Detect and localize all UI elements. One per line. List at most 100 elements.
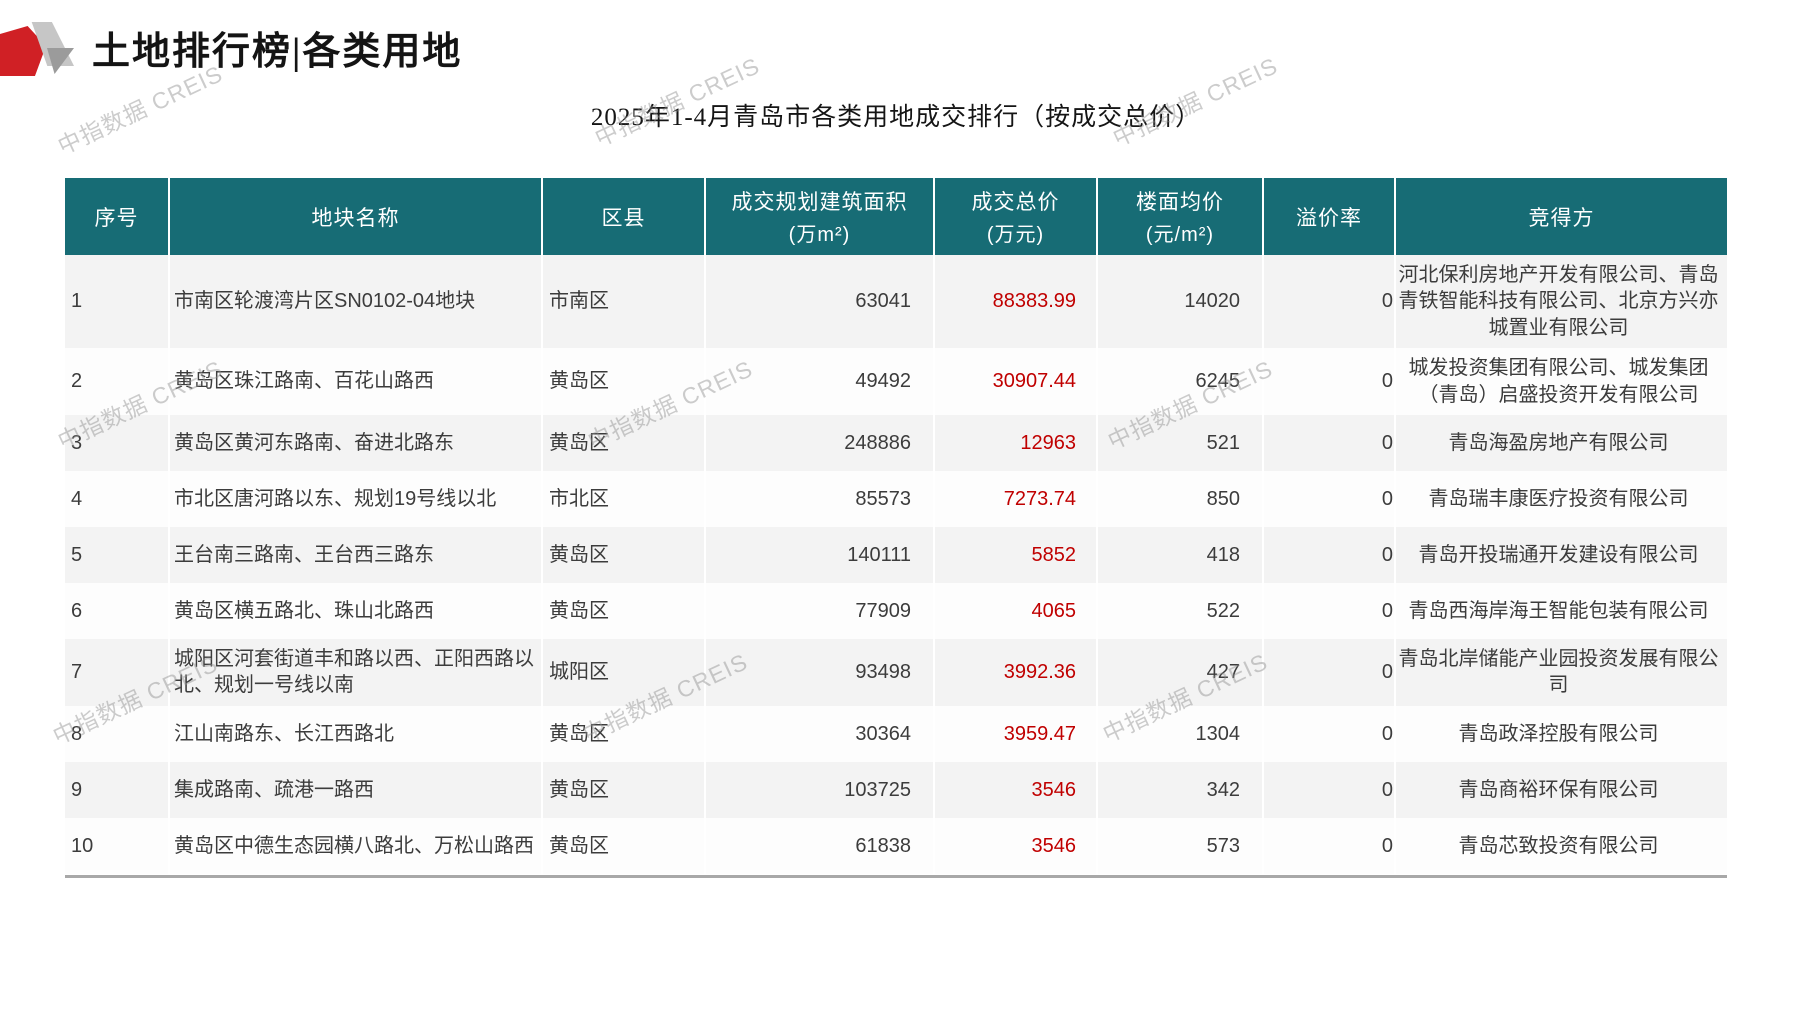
cell-winner: 河北保利房地产开发有限公司、青岛青铁智能科技有限公司、北京方兴亦城置业有限公司 [1398, 264, 1719, 339]
cell-winner: 青岛开投瑞通开发建设有限公司 [1418, 543, 1699, 566]
table-row: 8 江山南路东、长江西路北 黄岛区 30364 3959.47 1304 0 青岛政泽控股有限… [65, 705, 1727, 762]
cell-floor_price: 418 [1097, 526, 1264, 583]
cell-floor_price: 342 [1097, 761, 1264, 818]
cell-area: 248886 [705, 414, 935, 471]
ranking-table-wrap: 序号 地块名称 区县 成交规划建筑面积 (万m²) 成交总价 (万元) 楼面均价 (元/m²) 溢… [65, 178, 1727, 878]
cell-premium: 0 [1263, 348, 1396, 415]
cell-rank: 3 [65, 414, 170, 471]
cell-floor_price: 427 [1097, 638, 1264, 706]
cell-winner: 青岛西海岸海王智能包装有限公司 [1408, 599, 1709, 622]
column-header-district: 区县 [542, 178, 706, 255]
cell-area: 103725 [705, 761, 935, 818]
cell-rank: 10 [65, 817, 170, 874]
cell-district: 黄岛区 [542, 761, 706, 818]
table-row: 9 集成路南、疏港一路西 黄岛区 103725 3546 342 0 青岛商裕环保有限公司 [65, 761, 1727, 818]
cell-floor_price: 573 [1097, 817, 1264, 874]
cell-district: 黄岛区 [542, 817, 706, 874]
cell-area: 49492 [705, 348, 935, 415]
cell-district: 市北区 [542, 470, 706, 527]
cell-premium: 0 [1263, 414, 1396, 471]
cell-area: 85573 [705, 470, 935, 527]
cell-district: 黄岛区 [542, 582, 706, 639]
cell-area: 63041 [705, 255, 935, 349]
cell-district: 黄岛区 [542, 705, 706, 762]
cell-area: 61838 [705, 817, 935, 874]
cell-district: 黄岛区 [542, 526, 706, 583]
cell-rank: 2 [65, 348, 170, 415]
cell-winner: 青岛商裕环保有限公司 [1458, 778, 1659, 801]
column-header-premium: 溢价率 [1263, 178, 1396, 255]
table-row: 3 黄岛区黄河东路南、奋进北路东 黄岛区 248886 12963 521 0 青岛海盈房地产… [65, 414, 1727, 471]
table-body: 1 市南区轮渡湾片区SN0102-04地块 市南区 63041 88383.99 1402… [65, 255, 1727, 874]
cell-name: 黄岛区珠江路南、百花山路西 [169, 348, 543, 415]
cell-price: 3546 [934, 817, 1098, 874]
table-head: 序号 地块名称 区县 成交规划建筑面积 (万m²) 成交总价 (万元) 楼面均价 (元/m²) 溢… [65, 178, 1727, 255]
table-row: 4 市北区唐河路以东、规划19号线以北 市北区 85573 7273.74 850 0 青岛瑞… [65, 470, 1727, 527]
cell-price: 4065 [934, 582, 1098, 639]
table-row: 10 黄岛区中德生态园横八路北、万松山路西 黄岛区 61838 3546 573 0 青岛芯致… [65, 817, 1727, 874]
ranking-table: 序号 地块名称 区县 成交规划建筑面积 (万m²) 成交总价 (万元) 楼面均价 (元/m²) 溢… [65, 178, 1727, 874]
cell-name: 黄岛区中德生态园横八路北、万松山路西 [169, 817, 543, 874]
bottom-divider [65, 874, 1727, 878]
cell-district: 城阳区 [542, 638, 706, 706]
creis-logo [0, 14, 74, 76]
cell-rank: 8 [65, 705, 170, 762]
cell-district: 市南区 [542, 255, 706, 349]
cell-name: 市南区轮渡湾片区SN0102-04地块 [169, 255, 543, 349]
cell-premium: 0 [1263, 817, 1396, 874]
cell-price: 3992.36 [934, 638, 1098, 706]
cell-rank: 9 [65, 761, 170, 818]
column-header-floor_price: 楼面均价 (元/m²) [1097, 178, 1264, 255]
cell-district: 黄岛区 [542, 414, 706, 471]
cell-winner: 城发投资集团有限公司、城发集团（青岛）启盛投资开发有限公司 [1408, 357, 1709, 406]
cell-rank: 7 [65, 638, 170, 706]
cell-area: 30364 [705, 705, 935, 762]
cell-rank: 6 [65, 582, 170, 639]
cell-floor_price: 522 [1097, 582, 1264, 639]
cell-name: 王台南三路南、王台西三路东 [169, 526, 543, 583]
column-header-price: 成交总价 (万元) [934, 178, 1098, 255]
cell-premium: 0 [1263, 255, 1396, 349]
cell-winner: 青岛芯致投资有限公司 [1458, 834, 1659, 857]
table-header-row: 序号 地块名称 区县 成交规划建筑面积 (万m²) 成交总价 (万元) 楼面均价 (元/m²) 溢… [65, 178, 1727, 255]
cell-winner: 青岛海盈房地产有限公司 [1448, 431, 1669, 454]
cell-name: 城阳区河套街道丰和路以西、正阳西路以北、规划一号线以南 [169, 638, 543, 706]
column-header-name: 地块名称 [169, 178, 543, 255]
table-row: 7 城阳区河套街道丰和路以西、正阳西路以北、规划一号线以南 城阳区 93498 3992… [65, 638, 1727, 706]
column-header-winner: 竞得方 [1395, 178, 1727, 255]
cell-name: 江山南路东、长江西路北 [169, 705, 543, 762]
cell-area: 77909 [705, 582, 935, 639]
cell-price: 3959.47 [934, 705, 1098, 762]
table-row: 6 黄岛区横五路北、珠山北路西 黄岛区 77909 4065 522 0 青岛西海岸海王智能包… [65, 582, 1727, 639]
cell-price: 7273.74 [934, 470, 1098, 527]
cell-floor_price: 14020 [1097, 255, 1264, 349]
cell-area: 140111 [705, 526, 935, 583]
cell-winner: 青岛瑞丰康医疗投资有限公司 [1428, 487, 1689, 510]
cell-name: 黄岛区横五路北、珠山北路西 [169, 582, 543, 639]
cell-price: 12963 [934, 414, 1098, 471]
page-title: 土地排行榜|各类用地 [92, 31, 463, 73]
cell-name: 黄岛区黄河东路南、奋进北路东 [169, 414, 543, 471]
table-row: 2 黄岛区珠江路南、百花山路西 黄岛区 49492 30907.44 6245 0 城发投资集… [65, 348, 1727, 415]
column-header-area: 成交规划建筑面积 (万m²) [705, 178, 935, 255]
cell-premium: 0 [1263, 761, 1396, 818]
cell-floor_price: 521 [1097, 414, 1264, 471]
column-header-rank: 序号 [65, 178, 170, 255]
cell-floor_price: 850 [1097, 470, 1264, 527]
cell-price: 3546 [934, 761, 1098, 818]
table-row: 1 市南区轮渡湾片区SN0102-04地块 市南区 63041 88383.99 1402… [65, 255, 1727, 349]
cell-premium: 0 [1263, 470, 1396, 527]
cell-name: 集成路南、疏港一路西 [169, 761, 543, 818]
page-subtitle: 2025年1-4月青岛市各类用地成交排行（按成交总价） [590, 104, 1202, 131]
cell-floor_price: 6245 [1097, 348, 1264, 415]
cell-rank: 4 [65, 470, 170, 527]
cell-premium: 0 [1263, 638, 1396, 706]
cell-area: 93498 [705, 638, 935, 706]
table-row: 5 王台南三路南、王台西三路东 黄岛区 140111 5852 418 0 青岛开投瑞通开发建… [65, 526, 1727, 583]
cell-floor_price: 1304 [1097, 705, 1264, 762]
cell-premium: 0 [1263, 526, 1396, 583]
cell-premium: 0 [1263, 582, 1396, 639]
cell-winner: 青岛政泽控股有限公司 [1458, 722, 1659, 745]
cell-district: 黄岛区 [542, 348, 706, 415]
cell-winner: 青岛北岸储能产业园投资发展有限公司 [1398, 647, 1719, 697]
